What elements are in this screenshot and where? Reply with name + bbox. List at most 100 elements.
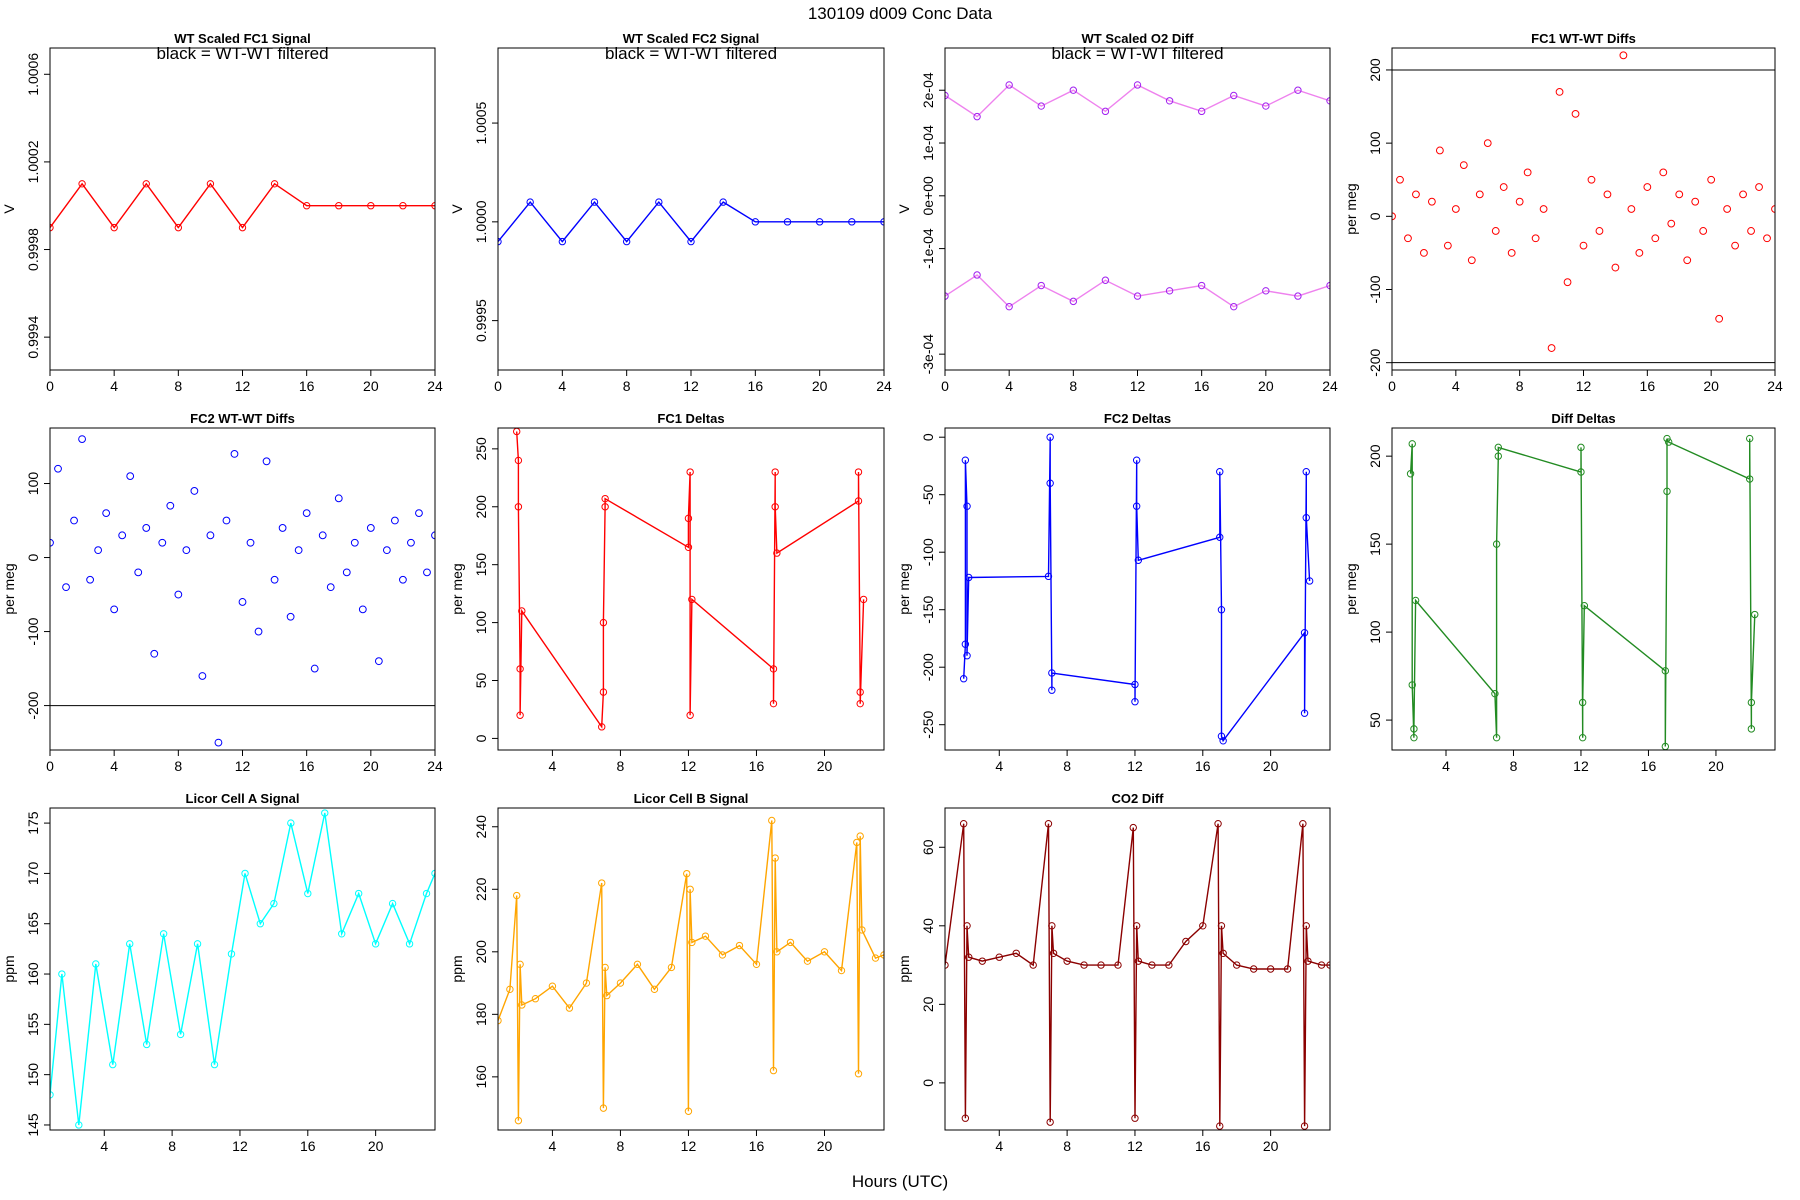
- data-point: [1643, 183, 1652, 191]
- data-point: [514, 1116, 523, 1125]
- data-point: [518, 607, 526, 615]
- x-tick-label: 8: [617, 1138, 625, 1154]
- x-tick-label: 12: [681, 1138, 697, 1154]
- data-point: [1408, 440, 1416, 448]
- x-tick-label: 12: [232, 1138, 248, 1154]
- data-point: [1262, 287, 1270, 295]
- data-point: [961, 640, 970, 648]
- data-point: [270, 180, 279, 188]
- data-point: [230, 450, 239, 458]
- data-point: [815, 218, 824, 226]
- data-point: [1492, 733, 1501, 742]
- data-point: [1494, 443, 1502, 452]
- x-tick-label: 20: [363, 378, 379, 394]
- y-tick-label: -200: [1367, 348, 1383, 376]
- data-point: [548, 982, 557, 990]
- data-point: [1217, 606, 1226, 614]
- data-point: [50, 538, 54, 547]
- data-point: [1131, 1114, 1139, 1122]
- data-point: [1302, 922, 1310, 930]
- data-point: [1763, 234, 1771, 243]
- series-line-p3: [945, 84, 1330, 118]
- data-point: [516, 960, 524, 969]
- data-point: [270, 575, 279, 584]
- y-tick-label: 0.9998: [25, 228, 41, 271]
- x-tick-label: 16: [300, 1138, 316, 1154]
- data-point: [1214, 820, 1222, 828]
- data-point: [92, 960, 100, 968]
- data-point: [1131, 680, 1139, 689]
- data-point: [1507, 249, 1516, 257]
- data-point: [366, 524, 375, 532]
- data-point: [1037, 102, 1045, 110]
- panel-title: FC1 WT-WT Diffs: [1531, 31, 1636, 46]
- data-point: [1661, 667, 1670, 675]
- data-point: [86, 575, 95, 584]
- data-point: [1683, 256, 1692, 265]
- plot-frame: [944, 47, 1331, 371]
- data-point: [506, 985, 514, 994]
- data-point: [94, 546, 103, 555]
- panel-title: FC2 Deltas: [1104, 411, 1171, 426]
- y-tick-label: 220: [473, 877, 489, 901]
- panel-title: Diff Deltas: [1551, 411, 1615, 426]
- data-point: [227, 950, 236, 958]
- y-tick-label: 0.9994: [25, 316, 41, 359]
- y-tick-label: 1e-04: [920, 125, 936, 161]
- data-point: [965, 953, 973, 961]
- series-line-p10: [498, 820, 884, 1121]
- data-point: [374, 657, 383, 666]
- y-tick-label: 170: [25, 862, 41, 886]
- y-tick-label: -1e-04: [920, 228, 936, 269]
- panel-title: FC1 Deltas: [657, 411, 724, 426]
- x-tick-label: 8: [174, 758, 182, 774]
- data-point: [1197, 281, 1206, 290]
- y-tick-label: -100: [25, 617, 41, 645]
- data-point: [768, 816, 776, 825]
- data-point: [214, 738, 223, 747]
- panel-p4: 0 4 8 12 16 20 24 -200 -100 0 100 200 per meg FC1 WT-…: [1343, 31, 1783, 394]
- data-point: [342, 568, 351, 577]
- data-point: [150, 649, 159, 658]
- y-axis-label: V: [449, 204, 465, 214]
- data-point: [254, 627, 263, 636]
- data-point: [193, 940, 202, 948]
- x-tick-label: 16: [1641, 758, 1657, 774]
- data-point: [1491, 227, 1500, 235]
- data-point: [1249, 965, 1258, 973]
- data-point: [1216, 468, 1224, 476]
- data-point: [286, 612, 295, 621]
- data-point: [335, 202, 343, 210]
- data-point: [182, 546, 191, 555]
- data-point: [388, 899, 397, 908]
- data-point: [526, 198, 534, 206]
- data-point: [1580, 602, 1589, 610]
- data-point: [399, 575, 407, 584]
- data-point: [1755, 183, 1763, 191]
- x-tick-label: 8: [168, 1138, 176, 1154]
- data-point: [858, 926, 866, 934]
- data-point: [1412, 190, 1420, 199]
- data-point: [1411, 596, 1420, 605]
- y-axis-label: per meg: [896, 563, 912, 614]
- data-point: [633, 960, 642, 969]
- y-tick-label: 50: [1367, 712, 1383, 728]
- x-tick-label: 4: [995, 758, 1003, 774]
- data-point: [687, 237, 695, 246]
- x-tick-label: 4: [549, 1138, 557, 1154]
- data-point: [684, 1107, 693, 1115]
- plot-area: [959, 433, 1314, 745]
- data-point: [601, 503, 609, 511]
- data-point: [945, 292, 949, 300]
- plot-area: [945, 820, 1330, 1130]
- data-point: [945, 91, 949, 100]
- data-point: [1547, 344, 1556, 352]
- x-tick-label: 20: [1708, 758, 1724, 774]
- y-tick-label: 2e-04: [920, 72, 936, 108]
- data-point: [326, 583, 335, 592]
- y-tick-label: 50: [473, 673, 489, 689]
- data-point: [1492, 540, 1501, 548]
- data-point: [1199, 922, 1207, 930]
- data-point: [238, 598, 247, 606]
